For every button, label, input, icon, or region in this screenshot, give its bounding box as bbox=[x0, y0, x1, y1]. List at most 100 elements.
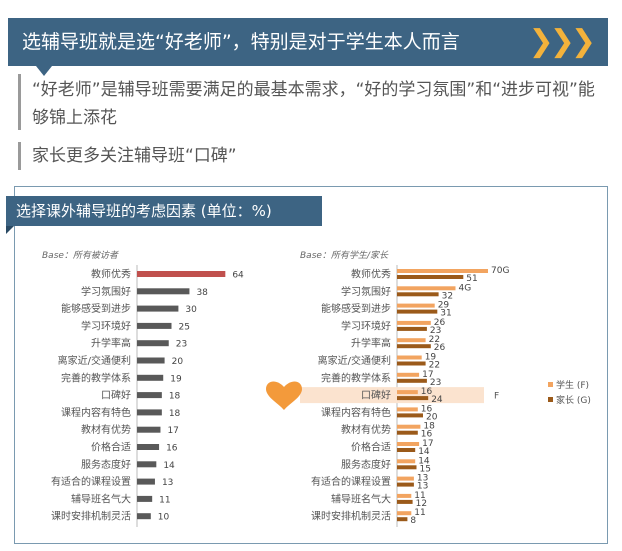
quote-bar bbox=[18, 74, 21, 130]
data-label: 18 bbox=[169, 392, 181, 402]
bar-students bbox=[397, 442, 420, 446]
header-banner: 选辅导班就是选“好老师”，特别是对于学生本人而言 ❯❯❯ bbox=[8, 18, 608, 66]
legend-swatch bbox=[548, 382, 553, 387]
data-label-students: 22 bbox=[429, 335, 440, 345]
bar-parents bbox=[397, 344, 431, 349]
data-label: 16 bbox=[166, 444, 178, 454]
bar-students bbox=[397, 493, 412, 498]
legend-swatch bbox=[548, 397, 553, 402]
category-label: 升学率高 bbox=[351, 337, 391, 350]
chart-frame bbox=[14, 186, 608, 544]
bar-parents bbox=[397, 361, 426, 366]
category-label: 学习环境好 bbox=[81, 319, 131, 332]
bar-parents bbox=[397, 275, 464, 279]
category-label: 口碑好 bbox=[361, 389, 391, 402]
data-label-parents: 51 bbox=[466, 274, 477, 284]
bar-parents bbox=[397, 413, 423, 418]
bar-parents bbox=[397, 326, 427, 331]
chart-title: 选择课外辅导班的考虑因素 (单位：%) bbox=[6, 196, 322, 226]
base-label: Base：所有被访者 bbox=[42, 250, 119, 261]
data-label: 23 bbox=[176, 340, 187, 350]
bar bbox=[137, 495, 153, 502]
data-label: 17 bbox=[167, 426, 178, 436]
data-label-parents: 16 bbox=[421, 430, 433, 440]
legend-label: 家长 (G) bbox=[556, 394, 591, 406]
data-label: 11 bbox=[159, 495, 170, 505]
category-label: 教师优秀 bbox=[351, 268, 391, 281]
data-label-students: 16 bbox=[421, 387, 433, 397]
bar-parents bbox=[397, 517, 408, 522]
data-label: 38 bbox=[196, 288, 208, 298]
data-label-parents: 8 bbox=[410, 516, 416, 526]
legend-label: 学生 (F) bbox=[556, 379, 589, 391]
data-label-parents: 31 bbox=[440, 309, 451, 319]
data-label-parents: 23 bbox=[430, 326, 441, 336]
data-label-students: 16 bbox=[421, 404, 433, 414]
data-label-students: 29 bbox=[438, 301, 450, 311]
category-label: 完善的教学体系 bbox=[61, 371, 131, 384]
bar bbox=[137, 305, 179, 312]
bar-students bbox=[397, 338, 426, 343]
data-label-students: 26 bbox=[434, 318, 446, 328]
category-label: 完善的教学体系 bbox=[321, 371, 391, 384]
highlight-marker: F bbox=[494, 392, 499, 402]
category-label: 课时安排机制灵活 bbox=[51, 510, 131, 523]
bar bbox=[137, 478, 155, 485]
data-label: 30 bbox=[185, 305, 197, 315]
bar-students bbox=[397, 459, 416, 464]
category-label: 学习环境好 bbox=[341, 319, 391, 332]
category-label: 课程内容有特色 bbox=[321, 406, 391, 419]
bar-students bbox=[397, 320, 431, 325]
paragraph-parents: 家长更多关注辅导班“口碑” bbox=[32, 146, 237, 166]
category-label: 离家近/交通便利 bbox=[318, 354, 391, 367]
data-label: 10 bbox=[158, 513, 170, 523]
bar-students bbox=[397, 424, 421, 429]
bar bbox=[137, 357, 165, 364]
bar bbox=[137, 288, 190, 295]
bar bbox=[137, 409, 162, 416]
category-label: 口碑好 bbox=[101, 389, 131, 402]
chevron-right-icon: ❯❯❯ bbox=[528, 24, 596, 59]
highlight-band bbox=[300, 387, 484, 404]
banner-pointer bbox=[36, 66, 52, 76]
data-label-students: 14 bbox=[418, 456, 430, 466]
data-label: 25 bbox=[179, 322, 190, 332]
bar bbox=[137, 426, 161, 433]
data-label-parents: 23 bbox=[430, 378, 441, 388]
data-label: 64 bbox=[232, 271, 244, 281]
bar-students bbox=[397, 372, 420, 377]
data-label-parents: 22 bbox=[429, 361, 440, 371]
data-label-students: 19 bbox=[425, 353, 437, 363]
category-label: 辅导班名气大 bbox=[331, 492, 391, 505]
bar-parents bbox=[397, 499, 413, 504]
data-label-students: 18 bbox=[423, 422, 435, 432]
data-label-parents: 24 bbox=[431, 395, 443, 405]
category-label: 离家近/交通便利 bbox=[58, 354, 131, 367]
base-label: Base：所有学生/家长 bbox=[300, 250, 389, 261]
bar bbox=[137, 461, 157, 468]
heart-icon bbox=[266, 381, 302, 410]
data-label-parents: 32 bbox=[442, 291, 453, 301]
bar bbox=[137, 340, 169, 347]
data-label-parents: 26 bbox=[434, 343, 446, 353]
paragraph-main: “好老师”是辅导班需要满足的最基本需求，“好的学习氛围”和“进步可视”能够锦上添… bbox=[32, 80, 595, 128]
category-label: 课程内容有特色 bbox=[61, 406, 131, 419]
bar-parents bbox=[397, 465, 417, 470]
category-label: 辅导班名气大 bbox=[71, 492, 131, 505]
bar-parents bbox=[397, 482, 414, 487]
category-label: 教材有优势 bbox=[81, 423, 131, 436]
data-label-students: 17 bbox=[422, 370, 433, 380]
category-label: 学习氛围好 bbox=[81, 285, 131, 298]
category-label: 教师优秀 bbox=[91, 268, 131, 281]
category-label: 课时安排机制灵活 bbox=[311, 510, 391, 523]
category-label: 教材有优势 bbox=[341, 423, 391, 436]
bar-students bbox=[397, 269, 488, 273]
bar-students bbox=[397, 390, 418, 395]
bar-students bbox=[397, 303, 435, 308]
bar bbox=[137, 392, 162, 399]
bar bbox=[137, 271, 226, 277]
data-label: 19 bbox=[170, 374, 182, 384]
category-label: 升学率高 bbox=[91, 337, 131, 350]
data-label: 20 bbox=[172, 357, 184, 367]
